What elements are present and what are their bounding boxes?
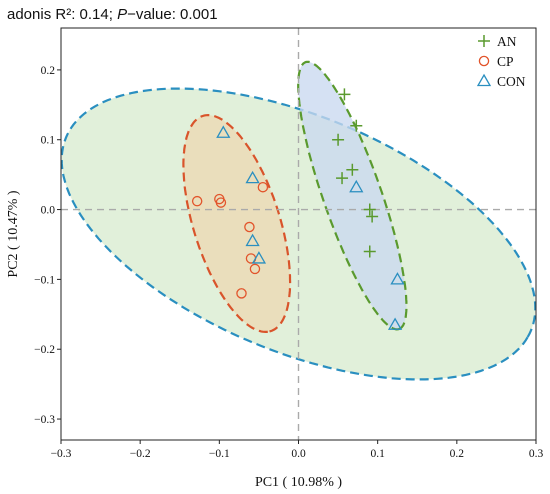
x-tick-label: −0.3 [51,448,72,460]
x-axis-title: PC1 ( 10.98% ) [255,475,342,490]
legend-marker-cp [478,55,490,67]
chart-title: adonis R²: 0.14; P−value: 0.001 [7,6,218,23]
ellipse-cp [182,113,292,333]
y-tick-label: 0.2 [41,65,56,77]
point-an-1 [338,88,351,101]
point-an-7 [366,210,379,223]
point-cp-5 [244,221,255,233]
point-cp-3 [215,197,227,208]
point-con-5 [349,179,364,193]
point-an-6 [363,203,376,216]
point-layer [191,88,405,330]
legend-label-con: CON [497,74,526,89]
title-p-italic: P [117,6,127,23]
point-con-1 [216,125,231,138]
y-axis-title: PC2 ( 10.47% ) [6,190,21,277]
y-tick-label: −0.2 [34,344,55,356]
legend-label-cp: CP [497,54,514,69]
title-prefix: adonis R²: 0.14; [7,6,117,23]
point-cp-1 [191,195,203,207]
x-tick-label: 0.3 [529,448,544,460]
x-tick-label: −0.2 [130,448,151,460]
point-con-6 [390,272,405,285]
tick-layer: −0.3 −0.2 −0.1 0.0 0.1 0.2 0.3 0.2 0.1 0.0 −0.1 −0.… [34,65,543,460]
point-cp-8 [236,288,247,299]
point-con-4 [251,251,267,264]
x-tick-label: 0.0 [291,448,306,460]
legend-label-an: AN [497,34,517,49]
point-an-2 [350,119,363,132]
point-con-2 [245,170,260,184]
y-tick-label: −0.1 [34,274,55,286]
x-tick-label: −0.1 [209,448,230,460]
point-an-8 [363,245,376,258]
point-cp-7 [249,263,261,275]
point-an-4 [346,163,359,176]
point-an-5 [336,172,349,185]
legend: AN CP CON [476,34,526,89]
zero-lines [61,28,536,440]
y-tick-label: −0.3 [34,414,55,426]
ellipse-an [297,60,408,331]
x-tick-label: 0.1 [370,448,385,460]
point-an-3 [332,133,345,146]
legend-marker-an [478,35,490,47]
point-con-3 [245,233,260,247]
title-suffix: −value: 0.001 [127,6,218,23]
legend-marker-con [476,73,492,87]
point-con-7 [387,317,403,330]
y-tick-label: 0.0 [41,205,56,217]
point-cp-4 [257,181,269,193]
y-tick-label: 0.1 [41,135,56,147]
x-tick-label: 0.2 [450,448,465,460]
